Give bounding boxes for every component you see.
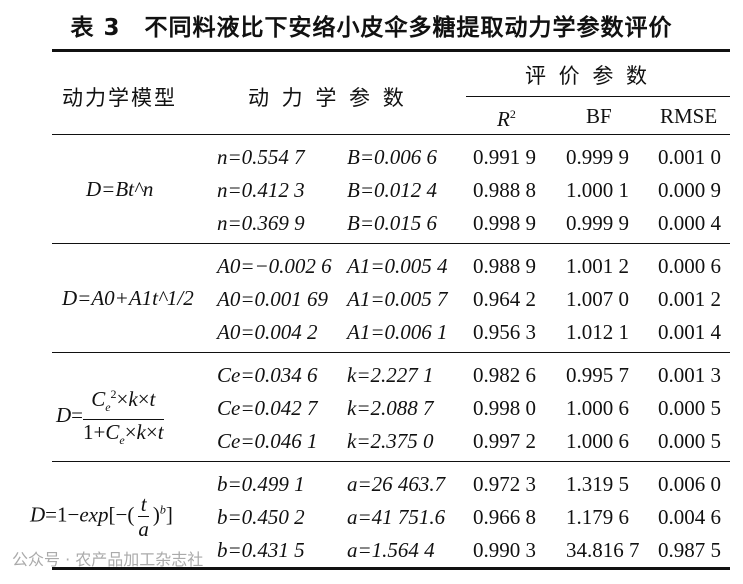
cell-bf: 0.995 7	[566, 363, 629, 387]
cell-r2: 0.982 6	[473, 363, 536, 387]
group-rule	[52, 243, 730, 244]
cell-rmse: 0.001 4	[658, 320, 721, 344]
cell-p1: n=0.369 9	[217, 211, 305, 235]
header-subrule	[466, 96, 730, 97]
cell-bf: 1.179 6	[566, 505, 629, 529]
r2-sup: 2	[509, 107, 516, 121]
cell-p1: A0=0.004 2	[217, 320, 318, 344]
cell-rmse: 0.000 5	[658, 396, 721, 420]
group-rule	[52, 461, 730, 462]
cell-p2: A1=0.006 1	[347, 320, 448, 344]
cell-rmse: 0.000 9	[658, 178, 721, 202]
header-r2: R2	[497, 102, 516, 131]
cell-p2: k=2.227 1	[347, 363, 434, 387]
cell-bf: 1.319 5	[566, 472, 629, 496]
cell-r2: 0.998 9	[473, 211, 536, 235]
cell-p2: a=1.564 4	[347, 538, 435, 562]
cell-p1: n=0.412 3	[217, 178, 305, 202]
cell-rmse: 0.000 4	[658, 211, 721, 235]
header-bf: BF	[586, 104, 612, 128]
cell-p1: A0=0.001 69	[217, 287, 328, 311]
cell-p1: A0=−0.002 6	[217, 254, 332, 278]
header-rmse: RMSE	[660, 104, 718, 128]
cell-p2: A1=0.005 4	[347, 254, 448, 278]
cell-r2: 0.988 8	[473, 178, 536, 202]
cell-rmse: 0.006 0	[658, 472, 721, 496]
watermark: 公众号 · 农产品加工杂志社	[12, 550, 204, 569]
cell-rmse: 0.001 2	[658, 287, 721, 311]
cell-r2: 0.956 3	[473, 320, 536, 344]
cell-rmse: 0.001 3	[658, 363, 721, 387]
cell-r2: 0.991 9	[473, 145, 536, 169]
cell-r2: 0.997 2	[473, 429, 536, 453]
cell-bf: 1.000 1	[566, 178, 629, 202]
cell-rmse: 0.000 5	[658, 429, 721, 453]
cell-rmse: 0.987 5	[658, 538, 721, 562]
cell-bf: 1.001 2	[566, 254, 629, 278]
header-evaluation: 评 价 参 数	[525, 64, 651, 88]
group-rule	[52, 352, 730, 353]
header-params: 动 力 学 参 数	[248, 86, 407, 110]
cell-r2: 0.998 0	[473, 396, 536, 420]
cell-r2: 0.972 3	[473, 472, 536, 496]
cell-p2: k=2.088 7	[347, 396, 434, 420]
cell-p1: Ce=0.034 6	[217, 363, 318, 387]
cell-p1: b=0.499 1	[217, 472, 305, 496]
cell-p1: b=0.450 2	[217, 505, 305, 529]
cell-r2: 0.964 2	[473, 287, 536, 311]
model-weibull: D=1−exp[−(t a)b]	[30, 492, 173, 541]
cell-p2: B=0.006 6	[347, 145, 437, 169]
bottom-rule	[52, 567, 730, 570]
cell-bf: 0.999 9	[566, 145, 629, 169]
cell-bf: 0.999 9	[566, 211, 629, 235]
cell-bf: 1.007 0	[566, 287, 629, 311]
cell-p2: B=0.015 6	[347, 211, 437, 235]
cell-bf: 34.816 7	[566, 538, 640, 562]
cell-r2: 0.966 8	[473, 505, 536, 529]
model-power: D=Bt^n	[86, 177, 154, 201]
cell-rmse: 0.000 6	[658, 254, 721, 278]
cell-bf: 1.012 1	[566, 320, 629, 344]
cell-p2: A1=0.005 7	[347, 287, 448, 311]
model-diffusion: D=A0+A1t^1/2	[62, 286, 194, 310]
header-model: 动力学模型	[62, 86, 177, 110]
cell-bf: 1.000 6	[566, 429, 629, 453]
cell-bf: 1.000 6	[566, 396, 629, 420]
r2-label: R	[497, 107, 510, 131]
cell-r2: 0.988 9	[473, 254, 536, 278]
cell-p1: b=0.431 5	[217, 538, 305, 562]
table-title: 表 3 不同料液比下安络小皮伞多糖提取动力学参数评价	[70, 15, 673, 41]
cell-p1: Ce=0.046 1	[217, 429, 318, 453]
cell-p2: B=0.012 4	[347, 178, 437, 202]
cell-p2: k=2.375 0	[347, 429, 434, 453]
top-rule	[52, 49, 730, 52]
cell-p1: Ce=0.042 7	[217, 396, 318, 420]
cell-rmse: 0.001 0	[658, 145, 721, 169]
cell-rmse: 0.004 6	[658, 505, 721, 529]
header-rule	[52, 134, 730, 135]
cell-r2: 0.990 3	[473, 538, 536, 562]
cell-p2: a=26 463.7	[347, 472, 446, 496]
cell-p1: n=0.554 7	[217, 145, 305, 169]
cell-p2: a=41 751.6	[347, 505, 446, 529]
model-second-order: D= Ce2×k×t 1+Ce×k×t	[56, 382, 164, 452]
